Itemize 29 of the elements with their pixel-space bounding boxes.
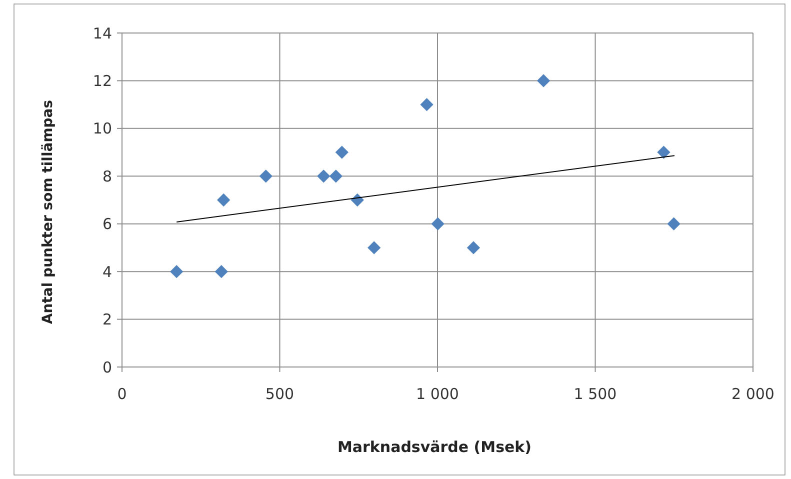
- y-tick-label: 0: [102, 358, 112, 376]
- y-axis-title: Antal punkter som tillämpas: [40, 100, 56, 324]
- point: [466, 241, 480, 254]
- point: [317, 170, 330, 183]
- point: [431, 217, 444, 230]
- point: [170, 265, 184, 278]
- x-tick-label: 1 500: [574, 385, 617, 403]
- point: [214, 265, 228, 278]
- point: [536, 74, 550, 88]
- point: [329, 170, 342, 183]
- x-axis-title: Marknadsvärde (Msek): [337, 438, 532, 456]
- y-tick-label: 2: [102, 310, 112, 329]
- point: [420, 98, 434, 112]
- point: [667, 217, 680, 230]
- point: [259, 170, 272, 183]
- y-tick-label: 6: [102, 215, 112, 234]
- y-tick-label: 12: [92, 72, 112, 90]
- y-tick-label: 14: [92, 24, 112, 42]
- x-tick-label: 1 000: [416, 385, 459, 403]
- point: [657, 146, 670, 159]
- x-tick-label: 2 000: [732, 385, 774, 403]
- point: [368, 241, 381, 254]
- x-tick-label: 0: [117, 385, 127, 403]
- y-tick-label: 4: [102, 262, 112, 281]
- y-tick-label: 8: [102, 167, 112, 186]
- x-tick-label: 500: [265, 385, 294, 403]
- y-tick-label: 10: [92, 120, 112, 138]
- point: [217, 193, 230, 207]
- point: [335, 146, 348, 159]
